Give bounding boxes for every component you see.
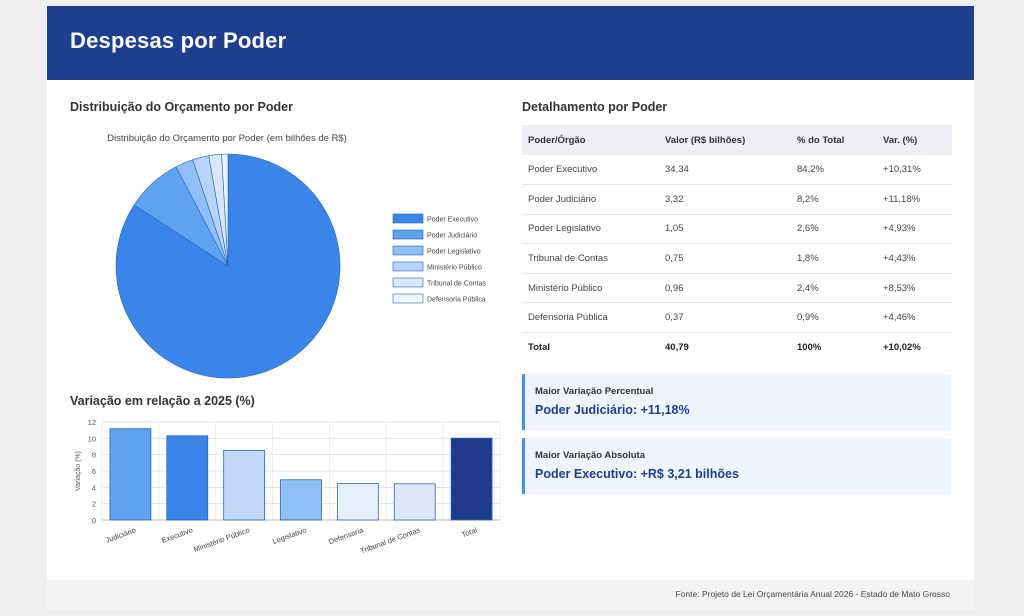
bar-total <box>450 437 493 521</box>
cell-variacao: +4,93% <box>877 214 952 245</box>
page-title: Despesas por Poder <box>70 28 287 53</box>
card-value: Poder Executivo: +R$ 3,21 bilhões <box>535 467 739 481</box>
bar-tribunal-de-contas <box>393 483 436 521</box>
legend-label-poder-judiciario: Poder Judiciário <box>427 233 477 240</box>
footer-source: Fonte: Projeto de Lei Orçamentária Anual… <box>675 589 950 599</box>
cell-poder: Tribunal de Contas <box>522 243 659 274</box>
cell-percentual: 0,9% <box>791 302 877 334</box>
table-row: Poder Legislativo 1,05 2,6% +4,93% <box>522 214 952 245</box>
cell-percentual: 84,2% <box>791 155 877 186</box>
max-percent-variation-card: Maior Variação Percentual Poder Judiciár… <box>522 374 951 430</box>
y-tick-label: 8 <box>92 451 96 460</box>
cell-percentual: 1,8% <box>791 243 877 274</box>
table-row: Defensoria Pública 0,37 0,9% +4,46% <box>522 302 952 334</box>
legend-label-ministerio-publico: Ministério Público <box>427 265 482 272</box>
legend-swatch-poder-legislativo <box>392 245 424 256</box>
x-tick-label-legislativo: Legislativo <box>271 525 307 546</box>
card-label: Maior Variação Absoluta <box>535 450 645 461</box>
bar-judiciario <box>109 428 152 521</box>
cell-valor: 0,37 <box>659 302 791 334</box>
cell-variacao: +11,18% <box>877 184 952 215</box>
cell-variacao: +8,53% <box>877 273 952 304</box>
bar-ministerio-publico <box>223 449 266 521</box>
cell-percentual: 2,4% <box>791 273 877 304</box>
pie-section-title: Distribuição do Orçamento por Poder <box>70 100 293 114</box>
col-header-valor: Valor (R$ bilhões) <box>659 125 791 155</box>
cell-valor: 40,79 <box>665 342 689 354</box>
x-tick-label-defensoria: Defensoria <box>327 525 365 546</box>
cell-poder: Total <box>528 342 550 354</box>
legend-swatch-poder-judiciario <box>392 229 424 240</box>
cell-poder: Ministério Público <box>522 273 659 304</box>
page: Despesas por Poder Distribuição do Orçam… <box>47 6 974 610</box>
cell-valor: 1,05 <box>659 214 791 245</box>
bar-section-title: Variação em relação a 2025 (%) <box>70 394 255 408</box>
card-value: Poder Judiciário: +11,18% <box>535 403 690 417</box>
y-tick-label: 0 <box>92 516 96 525</box>
page-footer: Fonte: Projeto de Lei Orçamentária Anual… <box>47 580 974 610</box>
cell-percentual: 8,2% <box>791 184 877 215</box>
y-tick-label: 4 <box>92 483 96 492</box>
cell-poder: Defensoria Pública <box>522 302 659 334</box>
y-tick-label: 10 <box>88 434 96 443</box>
pie-chart: Poder Executivo Poder Judiciário Poder Leg… <box>115 153 486 379</box>
y-axis-label: Variação (%) <box>75 451 82 491</box>
cell-variacao: +10,02% <box>883 342 921 354</box>
card-label: Maior Variação Percentual <box>535 386 654 397</box>
x-tick-label-executivo: Executivo <box>160 525 194 545</box>
legend-label-poder-executivo: Poder Executivo <box>427 217 478 224</box>
page-header: Despesas por Poder <box>47 6 974 80</box>
table-header-row: Poder/Órgão Valor (R$ bilhões) % do Tota… <box>522 125 952 155</box>
x-tick-label-tribunal-de-contas: Tribunal de Contas <box>359 525 422 555</box>
y-tick-label: 12 <box>88 418 96 427</box>
legend-swatch-poder-executivo <box>392 213 424 224</box>
cell-poder: Poder Judiciário <box>522 184 659 215</box>
x-tick-label-judiciario: Judiciário <box>104 525 137 544</box>
y-tick-label: 2 <box>92 500 96 509</box>
table-row: Poder Judiciário 3,32 8,2% +11,18% <box>522 184 952 215</box>
col-header-poder: Poder/Órgão <box>522 125 659 155</box>
legend-swatch-defensoria-publica <box>392 293 424 304</box>
bar-executivo <box>166 435 209 521</box>
pie-chart-title: Distribuição do Orçamento por Poder (em … <box>107 133 347 144</box>
x-tick-label-ministerio-publico: Ministério Público <box>193 525 251 554</box>
cell-valor: 3,32 <box>659 184 791 215</box>
cell-valor: 34,34 <box>659 155 791 186</box>
max-absolute-variation-card: Maior Variação Absoluta Poder Executivo:… <box>522 438 951 494</box>
legend-swatch-ministerio-publico <box>392 261 424 272</box>
x-tick-label-total: Total <box>460 525 478 539</box>
col-header-percentual: % do Total <box>791 125 877 155</box>
bar-chart: 0 2 4 6 8 10 12 Variação (%) Judiciário Executivo… <box>75 418 501 555</box>
cell-variacao: +10,31% <box>877 155 952 186</box>
col-header-variacao: Var. (%) <box>877 125 952 155</box>
legend-label-poder-legislativo: Poder Legislativo <box>427 249 481 256</box>
cell-percentual: 2,6% <box>791 214 877 245</box>
table-total-row: Total 40,79 100% +10,02% <box>522 333 952 363</box>
y-tick-label: 6 <box>92 467 96 476</box>
bar-defensoria <box>336 483 379 521</box>
pie-slice-defensoria-publica <box>221 153 229 267</box>
bar-legislativo <box>280 479 322 521</box>
cell-valor: 0,96 <box>659 273 791 304</box>
legend-label-tribunal-de-contas: Tribunal de Contas <box>427 281 486 288</box>
cell-valor: 0,75 <box>659 243 791 274</box>
budget-table: Poder/Órgão Valor (R$ bilhões) % do Tota… <box>522 125 952 362</box>
table-row: Poder Executivo 34,34 84,2% +10,31% <box>522 155 952 186</box>
cell-poder: Poder Executivo <box>522 155 659 186</box>
table-row: Tribunal de Contas 0,75 1,8% +4,43% <box>522 243 952 274</box>
legend-swatch-tribunal-de-contas <box>392 277 424 288</box>
cell-variacao: +4,46% <box>877 302 952 334</box>
table-section-title: Detalhamento por Poder <box>522 100 668 114</box>
cell-poder: Poder Legislativo <box>522 214 659 245</box>
cell-variacao: +4,43% <box>877 243 952 274</box>
cell-percentual: 100% <box>797 342 822 354</box>
legend-label-defensoria-publica: Defensoria Pública <box>427 297 486 304</box>
table-row: Ministério Público 0,96 2,4% +8,53% <box>522 273 952 304</box>
